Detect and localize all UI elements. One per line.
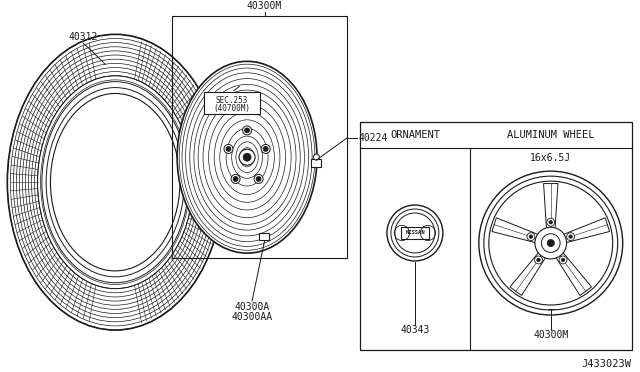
Text: 40300M: 40300M xyxy=(533,330,568,340)
Text: SEC.253: SEC.253 xyxy=(216,96,248,105)
Ellipse shape xyxy=(51,93,180,271)
Circle shape xyxy=(566,232,575,241)
Circle shape xyxy=(254,174,263,183)
Circle shape xyxy=(243,153,251,161)
Circle shape xyxy=(244,128,250,133)
Polygon shape xyxy=(492,218,539,243)
Circle shape xyxy=(541,234,560,253)
Bar xyxy=(360,122,632,350)
Polygon shape xyxy=(556,252,591,295)
Polygon shape xyxy=(563,218,609,243)
Text: 40300M: 40300M xyxy=(247,1,282,12)
Text: 40300A: 40300A xyxy=(234,302,269,312)
Bar xyxy=(259,233,269,240)
Text: 40312: 40312 xyxy=(68,32,98,42)
Bar xyxy=(204,93,260,115)
Bar xyxy=(172,16,347,258)
Text: ALUMINUM WHEEL: ALUMINUM WHEEL xyxy=(507,130,595,140)
Circle shape xyxy=(231,174,240,183)
Circle shape xyxy=(387,205,443,261)
Circle shape xyxy=(224,144,233,153)
Circle shape xyxy=(263,147,268,151)
Circle shape xyxy=(489,181,612,305)
Circle shape xyxy=(239,149,255,165)
Circle shape xyxy=(537,258,540,262)
Circle shape xyxy=(569,235,572,238)
Circle shape xyxy=(233,176,238,182)
Circle shape xyxy=(314,154,319,160)
Circle shape xyxy=(226,147,231,151)
Circle shape xyxy=(547,218,555,226)
Text: 40300AA: 40300AA xyxy=(232,312,273,322)
Circle shape xyxy=(484,176,618,310)
Polygon shape xyxy=(510,252,546,295)
Text: 40343: 40343 xyxy=(400,325,429,335)
Circle shape xyxy=(559,256,567,264)
Circle shape xyxy=(561,258,565,262)
Text: J433023W: J433023W xyxy=(582,359,632,369)
Bar xyxy=(401,227,429,239)
Circle shape xyxy=(549,221,552,224)
Text: NISSAN: NISSAN xyxy=(405,231,425,235)
Text: (40700M): (40700M) xyxy=(213,104,250,113)
Ellipse shape xyxy=(177,61,317,253)
Polygon shape xyxy=(543,183,558,229)
Circle shape xyxy=(256,176,261,182)
Circle shape xyxy=(547,240,554,247)
Text: 16x6.5J: 16x6.5J xyxy=(530,153,572,163)
Text: 40224: 40224 xyxy=(359,133,388,143)
Circle shape xyxy=(243,126,252,135)
Circle shape xyxy=(261,144,270,153)
Circle shape xyxy=(479,171,623,315)
Circle shape xyxy=(535,227,566,259)
Text: ORNAMENT: ORNAMENT xyxy=(390,130,440,140)
Circle shape xyxy=(534,256,543,264)
Circle shape xyxy=(527,232,535,241)
Ellipse shape xyxy=(7,34,223,330)
Circle shape xyxy=(529,235,532,238)
Bar xyxy=(312,159,321,167)
